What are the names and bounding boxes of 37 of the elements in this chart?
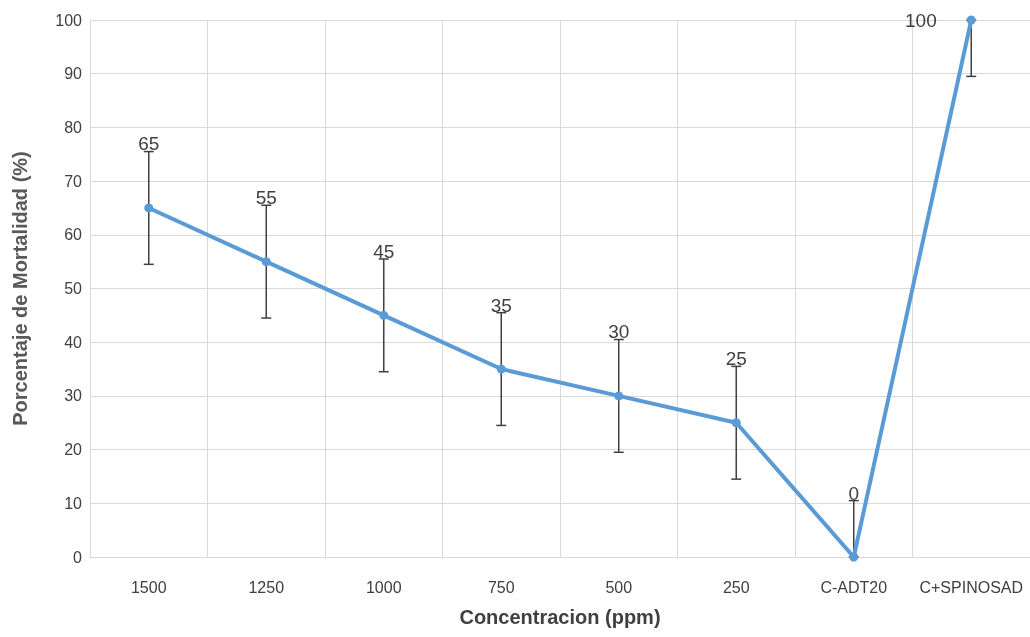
x-tick-label: 750 xyxy=(487,578,515,596)
y-tick-label: 60 xyxy=(64,226,83,244)
y-tick-label: 80 xyxy=(64,118,83,136)
y-tick-label: 0 xyxy=(73,548,83,566)
data-label: 25 xyxy=(725,348,747,370)
x-tick-label: 250 xyxy=(722,578,750,596)
data-label: 100 xyxy=(905,9,937,31)
x-tick-label: 1250 xyxy=(248,578,285,596)
x-tick-label: C-ADT20 xyxy=(820,578,888,596)
x-tick-label: 1500 xyxy=(130,578,167,596)
data-label: 30 xyxy=(608,321,630,343)
y-tick-label: 10 xyxy=(64,494,83,512)
y-tick-label: 30 xyxy=(64,387,83,405)
x-tick-label: 1000 xyxy=(365,578,402,596)
data-label: 0 xyxy=(848,482,860,504)
point xyxy=(966,15,976,25)
x-axis-title: Concentracion (ppm) xyxy=(459,606,661,628)
point xyxy=(731,418,741,428)
data-label: 35 xyxy=(490,294,512,316)
point xyxy=(614,391,624,401)
y-tick-label: 40 xyxy=(64,333,83,351)
y-tick-label: 100 xyxy=(55,11,83,29)
y-tick-label: 20 xyxy=(64,441,83,459)
point xyxy=(144,203,154,213)
point xyxy=(496,364,506,374)
y-tick-label: 50 xyxy=(64,280,83,297)
point xyxy=(261,257,271,267)
y-axis-title: Porcentaje de Mortalidad (%) xyxy=(9,151,31,426)
data-label: 65 xyxy=(138,133,160,155)
data-label: 45 xyxy=(373,240,395,262)
x-tick-label: C+SPINOSAD xyxy=(919,578,1024,596)
data-label: 55 xyxy=(255,187,277,209)
y-tick-label: 70 xyxy=(64,172,83,190)
x-tick-label: 500 xyxy=(605,578,633,596)
point xyxy=(379,310,389,320)
point xyxy=(849,552,859,562)
y-tick-label: 90 xyxy=(64,65,83,83)
